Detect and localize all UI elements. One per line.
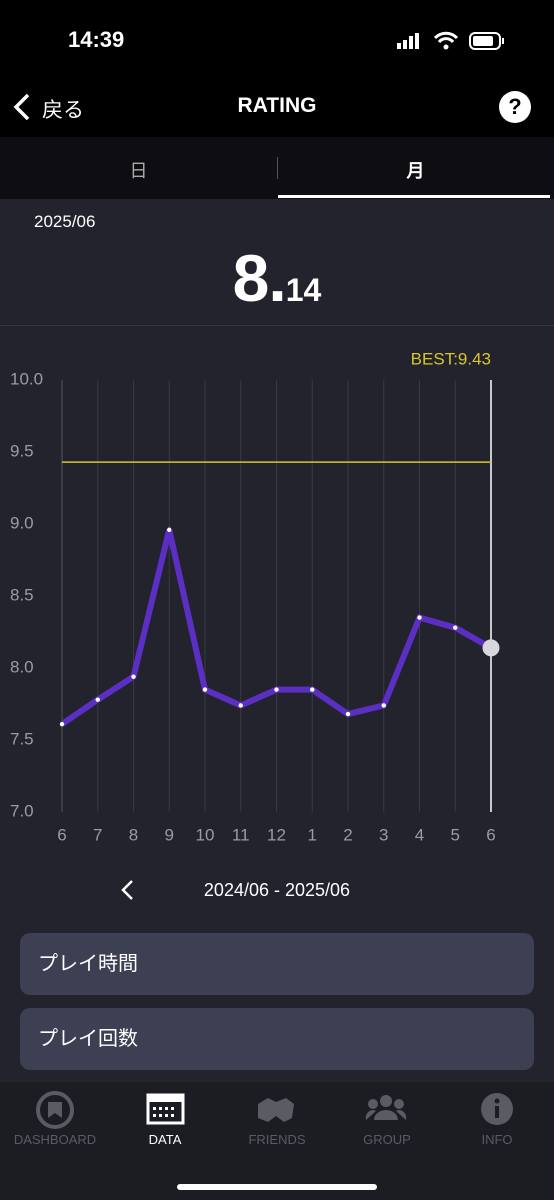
y-tick-label: 10.0 bbox=[10, 369, 43, 388]
x-tick-label: 10 bbox=[196, 825, 215, 844]
x-tick-label: 8 bbox=[129, 825, 138, 844]
period: 2025/06 bbox=[34, 212, 96, 231]
tab-icons bbox=[36, 1091, 513, 1129]
back-icon[interactable] bbox=[10, 92, 34, 122]
x-tick-label: 3 bbox=[379, 825, 388, 844]
x-tick-label: 2 bbox=[343, 825, 352, 844]
header-bg bbox=[0, 0, 554, 137]
y-tick-label: 8.0 bbox=[10, 657, 34, 676]
point bbox=[59, 721, 65, 727]
y-tick-label: 7.0 bbox=[10, 801, 34, 820]
tab-day[interactable]: 日 bbox=[129, 161, 148, 181]
nav-title: RATING bbox=[237, 94, 317, 117]
help-button[interactable]: ? bbox=[499, 91, 531, 123]
range-label: 2024/06 - 2025/06 bbox=[203, 880, 351, 900]
point bbox=[345, 711, 351, 717]
x-tick-label: 5 bbox=[451, 825, 460, 844]
point bbox=[202, 687, 208, 692]
point bbox=[274, 687, 279, 692]
rating: 8.14 bbox=[0, 240, 554, 316]
tab-data[interactable]: DATA bbox=[148, 1132, 182, 1147]
tab-info[interactable]: INFO bbox=[481, 1132, 513, 1147]
x-tick-label: 6 bbox=[57, 825, 66, 844]
y-tick-label: 9.0 bbox=[10, 513, 34, 532]
tab-month[interactable]: 月 bbox=[406, 161, 425, 181]
x-tick-label: 4 bbox=[415, 825, 424, 844]
y-tick-label: 7.5 bbox=[10, 729, 34, 748]
point bbox=[453, 625, 458, 630]
x-tick-label: 9 bbox=[165, 825, 174, 844]
selected-point bbox=[482, 639, 500, 657]
rating-decimal: 14 bbox=[285, 272, 322, 308]
x-tick-label: 11 bbox=[232, 825, 250, 844]
point bbox=[167, 527, 172, 532]
tab-friends[interactable]: FRIENDS bbox=[248, 1132, 306, 1147]
point bbox=[310, 687, 315, 692]
x-tick-label: 6 bbox=[486, 825, 495, 844]
prev-icon[interactable] bbox=[118, 878, 138, 902]
x-tick-label: 7 bbox=[93, 825, 102, 844]
home-indicator bbox=[177, 1184, 377, 1190]
status-time: 14:39 bbox=[68, 27, 125, 52]
point bbox=[381, 703, 386, 708]
play-time-button[interactable]: プレイ時間 bbox=[20, 933, 534, 995]
tab-divider bbox=[277, 157, 278, 179]
rating-integer: 8. bbox=[232, 241, 287, 315]
x-tick-label: 1 bbox=[308, 825, 317, 844]
back-button[interactable]: 戻る bbox=[42, 99, 84, 122]
tab-dashboard[interactable]: DASHBOARD bbox=[13, 1132, 97, 1147]
best-label: BEST:9.43 bbox=[411, 349, 491, 368]
y-tick-label: 9.5 bbox=[10, 441, 34, 460]
point bbox=[95, 697, 100, 702]
point bbox=[131, 674, 136, 679]
chart: 7.07.58.08.59.09.510.06 7 8 9 10 11 12 1 2 3 4 5 6BE… bbox=[10, 349, 500, 844]
x-tick-label: 12 bbox=[267, 825, 286, 844]
tab-underline bbox=[278, 195, 550, 198]
play-count-button[interactable]: プレイ回数 bbox=[20, 1008, 534, 1070]
point bbox=[417, 615, 422, 620]
divider bbox=[0, 325, 554, 326]
y-tick-label: 8.5 bbox=[10, 585, 34, 604]
point bbox=[238, 703, 243, 708]
tab-group[interactable]: GROUP bbox=[363, 1132, 411, 1147]
status-icons bbox=[397, 31, 504, 50]
